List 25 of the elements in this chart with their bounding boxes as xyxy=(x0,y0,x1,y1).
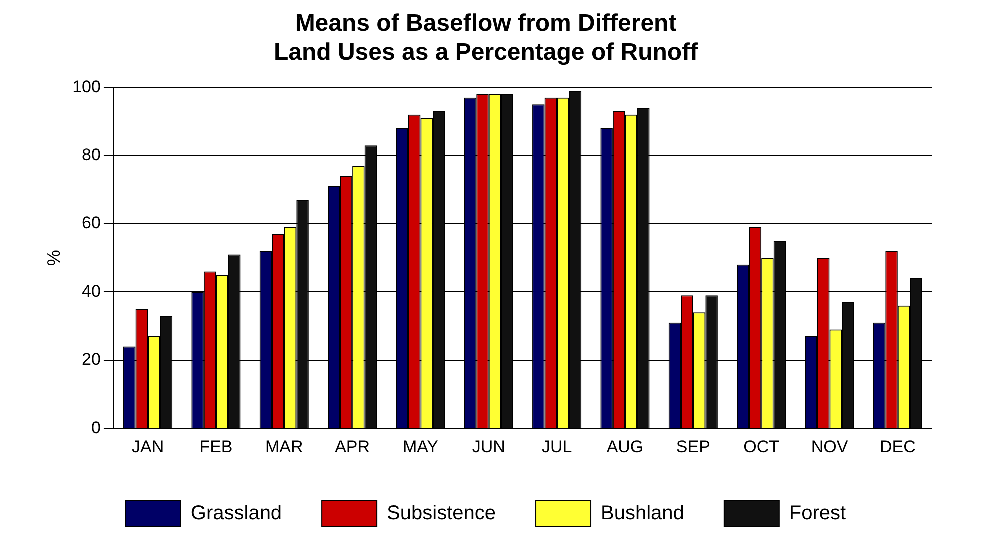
x-tick-label: SEP xyxy=(676,437,710,456)
legend-label: Grassland xyxy=(190,502,282,525)
x-tick-label: FEB xyxy=(200,437,233,456)
y-tick-label: 80 xyxy=(82,145,101,164)
legend-label: Forest xyxy=(789,502,847,525)
text: Land Uses as a Percentage of Runoff xyxy=(274,38,698,66)
legend-label: Subsistence xyxy=(387,502,496,525)
x-tick-label: MAY xyxy=(402,437,439,456)
x-tick-label: MAR xyxy=(265,437,304,456)
text: Means of Baseflow from Different xyxy=(295,10,677,38)
y-tick-label: 20 xyxy=(82,350,101,370)
x-tick-label: OCT xyxy=(744,437,780,456)
y-tick-label: 60 xyxy=(82,214,101,233)
y-tick-label: 100 xyxy=(72,77,101,96)
x-tick-label: DEC xyxy=(880,437,916,456)
y-tick-label: 0 xyxy=(91,418,101,438)
x-tick-label: JAN xyxy=(132,437,164,456)
x-tick-label: JUL xyxy=(542,437,572,456)
x-tick-label: NOV xyxy=(811,437,849,456)
x-tick-label: APR xyxy=(335,437,370,456)
legend-label: Bushland xyxy=(601,502,684,525)
x-tick-label: JUN xyxy=(472,437,506,456)
y-axis-title: % xyxy=(44,250,64,266)
x-tick-label: AUG xyxy=(606,437,644,456)
y-tick-label: 40 xyxy=(82,282,101,301)
